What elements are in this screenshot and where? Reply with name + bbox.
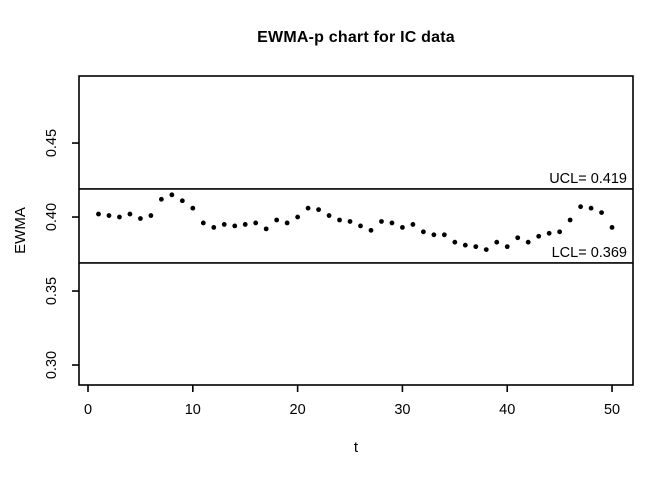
data-point — [420, 229, 426, 235]
data-point — [138, 216, 143, 221]
data-point — [536, 233, 542, 239]
data-point — [358, 223, 363, 229]
data-point — [326, 213, 332, 218]
data-point — [609, 224, 615, 230]
data-point — [106, 213, 112, 218]
data-point — [410, 222, 416, 227]
data-point — [379, 219, 384, 224]
y-tick-label: 0.40 — [44, 203, 60, 231]
data-point — [515, 235, 521, 241]
data-point — [117, 214, 122, 220]
data-point — [431, 232, 437, 238]
data-point — [305, 205, 311, 211]
data-point — [525, 239, 531, 245]
lcl-label: LCL= 0.369 — [552, 245, 627, 261]
data-point — [274, 217, 280, 223]
data-point — [452, 239, 458, 245]
data-point — [473, 244, 479, 250]
y-tick-label: 0.30 — [44, 351, 60, 379]
x-tick-label: 40 — [499, 402, 515, 418]
data-point — [253, 220, 259, 226]
data-point — [221, 222, 227, 227]
data-point — [557, 229, 563, 235]
data-point — [337, 217, 342, 223]
data-point — [567, 217, 573, 223]
data-point — [494, 239, 500, 245]
data-point — [316, 207, 321, 213]
data-point — [546, 230, 552, 236]
data-point — [200, 220, 206, 226]
data-point — [263, 226, 269, 232]
x-axis-label: t — [354, 439, 359, 456]
data-point — [158, 196, 164, 202]
x-tick-label: 30 — [394, 402, 410, 418]
data-point — [242, 222, 248, 227]
x-tick-label: 20 — [290, 402, 306, 418]
data-point — [441, 232, 447, 238]
data-point — [148, 213, 154, 218]
data-point — [295, 214, 301, 220]
x-tick-label: 0 — [84, 402, 92, 418]
data-point — [483, 247, 489, 252]
data-point — [127, 211, 133, 217]
data-point — [96, 211, 101, 217]
data-point — [578, 204, 583, 210]
y-axis-label: EWMA — [12, 207, 29, 254]
data-point — [368, 227, 374, 233]
data-point — [389, 220, 395, 226]
data-point — [462, 242, 468, 248]
x-tick-label: 10 — [185, 402, 201, 418]
ucl-label: UCL= 0.419 — [549, 171, 627, 187]
data-point — [588, 205, 594, 211]
chart-title: EWMA-p chart for IC data — [257, 29, 455, 46]
data-point — [190, 205, 196, 211]
data-point — [400, 224, 405, 230]
data-point — [211, 224, 217, 230]
data-point — [347, 219, 353, 224]
x-tick-label: 50 — [604, 402, 620, 418]
data-point — [179, 198, 185, 204]
y-tick-label: 0.45 — [44, 129, 60, 157]
data-point — [504, 244, 510, 250]
plot-border — [78, 75, 634, 386]
data-point — [284, 220, 290, 226]
data-point — [169, 192, 175, 198]
data-point — [599, 210, 604, 215]
y-tick-label: 0.35 — [44, 277, 60, 305]
data-point — [232, 223, 238, 229]
